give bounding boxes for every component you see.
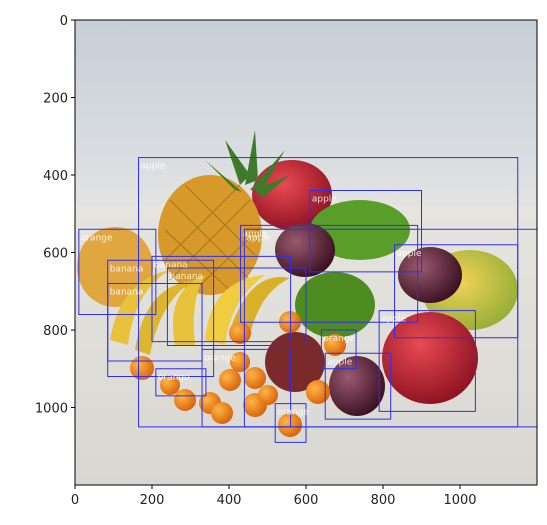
dark-plum bbox=[265, 332, 325, 392]
bounding-box-orange bbox=[78, 228, 157, 315]
y-tick-label: 200 bbox=[43, 92, 68, 107]
box-label: orange bbox=[158, 373, 190, 383]
box-label: apple bbox=[381, 315, 406, 325]
y-tick-label: 1000 bbox=[35, 402, 68, 417]
x-axis: 0 200 400 600 800 1000 bbox=[71, 485, 477, 508]
box-label: apple bbox=[141, 162, 166, 172]
box-label: banana bbox=[110, 264, 144, 274]
y-tick-label: 0 bbox=[60, 14, 68, 29]
box-label: orange bbox=[204, 353, 236, 363]
bounding-box-apple bbox=[394, 244, 519, 339]
box-label: banana bbox=[154, 260, 188, 270]
box-label: orange bbox=[323, 334, 355, 344]
plum bbox=[329, 356, 385, 416]
y-tick-label: 600 bbox=[43, 247, 68, 262]
kumquats bbox=[130, 311, 346, 437]
x-tick-label: 0 bbox=[71, 493, 79, 508]
bounding-box-apple bbox=[309, 190, 423, 273]
x-tick-label: 1000 bbox=[443, 493, 476, 508]
bounding-box-apple bbox=[378, 310, 476, 412]
x-tick-label: 800 bbox=[371, 493, 396, 508]
box-label: orange bbox=[277, 408, 309, 418]
x-tick-label: 400 bbox=[217, 493, 242, 508]
passion-fruit-2 bbox=[275, 223, 335, 277]
box-label: orange bbox=[81, 233, 113, 243]
bounding-box-orange bbox=[155, 368, 207, 397]
pomegranate-back bbox=[252, 160, 332, 230]
pineapple bbox=[158, 175, 262, 295]
detection-boxes: apple orange banana banana banana banana apple… bbox=[78, 157, 538, 443]
bounding-box-apple bbox=[324, 352, 392, 420]
grapefruit bbox=[77, 227, 153, 307]
green-fruit bbox=[295, 272, 375, 338]
box-label: apple bbox=[397, 249, 422, 259]
y-tick-label: 400 bbox=[43, 169, 68, 184]
bounding-box-orange bbox=[320, 329, 357, 370]
bounding-box-banana bbox=[151, 255, 292, 343]
papaya bbox=[310, 200, 410, 260]
box-label: banana bbox=[169, 272, 203, 282]
bananas bbox=[110, 270, 290, 355]
box-label: apple bbox=[312, 195, 337, 205]
pomegranate bbox=[382, 312, 478, 404]
box-label: apple bbox=[246, 233, 271, 243]
bounding-box-orange bbox=[274, 403, 307, 443]
bounding-box-banana bbox=[166, 267, 307, 346]
bounding-box-banana bbox=[107, 283, 203, 362]
passion-fruit bbox=[398, 247, 462, 303]
x-tick-label: 600 bbox=[294, 493, 319, 508]
box-label: banana bbox=[110, 288, 144, 298]
box-label: apple bbox=[327, 357, 352, 367]
x-tick-label: 200 bbox=[140, 493, 165, 508]
box-label: apple bbox=[243, 229, 268, 239]
y-axis: 0 200 400 600 800 1000 bbox=[35, 14, 75, 417]
y-tick-label: 800 bbox=[43, 324, 68, 339]
bounding-box-apple bbox=[240, 224, 419, 323]
